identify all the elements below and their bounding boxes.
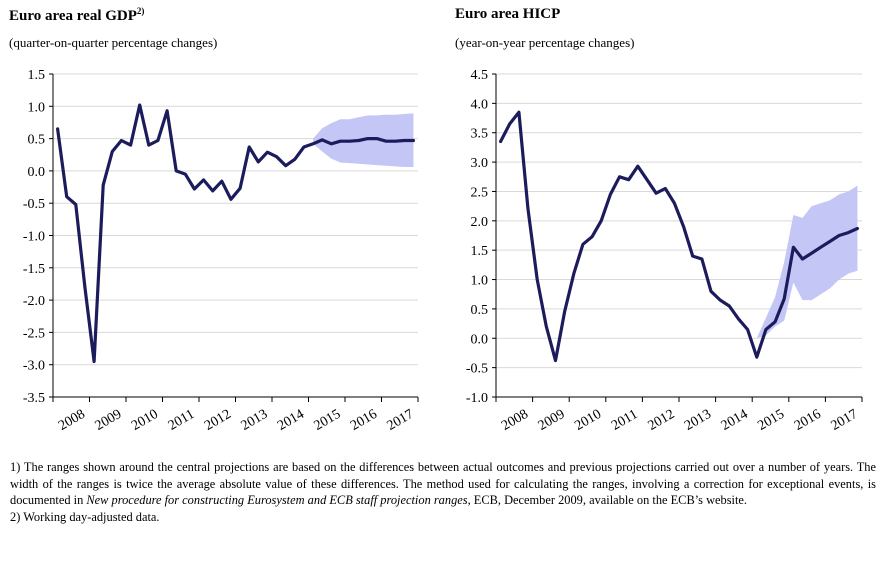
hicp-y-tick-label: 1.0 bbox=[471, 274, 489, 289]
hicp-y-tick-label: 4.5 bbox=[471, 68, 489, 83]
gdp-y-tick-label: -0.5 bbox=[23, 197, 45, 212]
gdp-y-tick-label: -1.5 bbox=[23, 262, 45, 277]
hicp-x-tick-label: 2010 bbox=[572, 407, 604, 434]
gdp-chart-title-text: Euro area real GDP bbox=[9, 8, 137, 24]
hicp-chart-title: Euro area HICP bbox=[455, 6, 560, 23]
hicp-projection-range bbox=[756, 185, 858, 339]
hicp-chart-subtitle: (year-on-year percentage changes) bbox=[455, 35, 635, 50]
hicp-y-tick-label: 3.5 bbox=[471, 127, 489, 142]
gdp-series-line bbox=[56, 103, 415, 364]
gdp-y-tick-label: 0.0 bbox=[28, 165, 46, 180]
gdp-title-footnote-ref: 2) bbox=[136, 6, 145, 16]
gdp-y-tick-label: -3.5 bbox=[23, 391, 45, 406]
hicp-chart: 4.5 4.0 3.5 3.0 2.5 2.0 1.5 1.0 0.5 0.0 -0.5 -1.0 20… bbox=[466, 68, 863, 434]
gdp-y-tick-label: -2.5 bbox=[23, 326, 45, 341]
gdp-y-tick-label: 1.0 bbox=[28, 100, 46, 115]
hicp-y-tick-label: 0.5 bbox=[471, 303, 489, 318]
footnote-1-text-a: 1) The ranges shown around the central p… bbox=[10, 460, 876, 508]
footnote-1: 1) The ranges shown around the central p… bbox=[10, 459, 876, 509]
hicp-x-tick-label: 2015 bbox=[755, 407, 787, 434]
hicp-x-tick-label: 2016 bbox=[792, 407, 824, 434]
hicp-y-tick-label: 4.0 bbox=[471, 97, 489, 112]
hicp-series-line bbox=[499, 110, 859, 363]
gdp-y-tick-label: -1.0 bbox=[23, 230, 45, 245]
hicp-x-tick-label: 2013 bbox=[682, 407, 714, 434]
hicp-x-tick-label: 2008 bbox=[499, 407, 531, 434]
hicp-y-tick-label: 2.5 bbox=[471, 185, 489, 200]
hicp-x-tick-label: 2014 bbox=[719, 407, 751, 434]
hicp-y-tick-label: 3.0 bbox=[471, 156, 489, 171]
hicp-x-tick-label: 2017 bbox=[829, 407, 861, 434]
hicp-y-tick-label: 1.5 bbox=[471, 244, 489, 259]
gdp-y-tick-label: -3.0 bbox=[23, 359, 45, 374]
gdp-chart-subtitle: (quarter-on-quarter percentage changes) bbox=[9, 35, 218, 50]
hicp-x-tick-label: 2009 bbox=[536, 407, 568, 434]
gdp-chart-title: Euro area real GDP2) bbox=[9, 6, 144, 25]
hicp-x-tick-label: 2011 bbox=[609, 407, 640, 434]
gdp-y-tick-label: -2.0 bbox=[23, 294, 45, 309]
hicp-chart-title-text: Euro area HICP bbox=[455, 6, 561, 22]
footnote-1-publication-title: New procedure for constructing Eurosyste… bbox=[86, 493, 468, 508]
hicp-y-tick-label: 2.0 bbox=[471, 215, 489, 230]
gdp-chart: 1.5 1.0 0.5 0.0 -0.5 -1.0 -1.5 -2.0 -2.5 -3.0 -3.5… bbox=[23, 68, 419, 434]
hicp-x-tick-label: 2012 bbox=[646, 407, 678, 434]
footnote-2: 2) Working day-adjusted data. bbox=[10, 509, 160, 524]
gdp-y-tick-label: 0.5 bbox=[28, 133, 46, 148]
footnotes: 1) The ranges shown around the central p… bbox=[10, 459, 876, 525]
hicp-y-tick-label: 0.0 bbox=[471, 332, 489, 347]
footnote-1-text-b: , ECB, December 2009, available on the E… bbox=[467, 493, 748, 508]
hicp-y-tick-label: -1.0 bbox=[466, 391, 488, 406]
hicp-y-tick-label: -0.5 bbox=[466, 362, 488, 377]
gdp-y-tick-label: 1.5 bbox=[28, 68, 46, 83]
